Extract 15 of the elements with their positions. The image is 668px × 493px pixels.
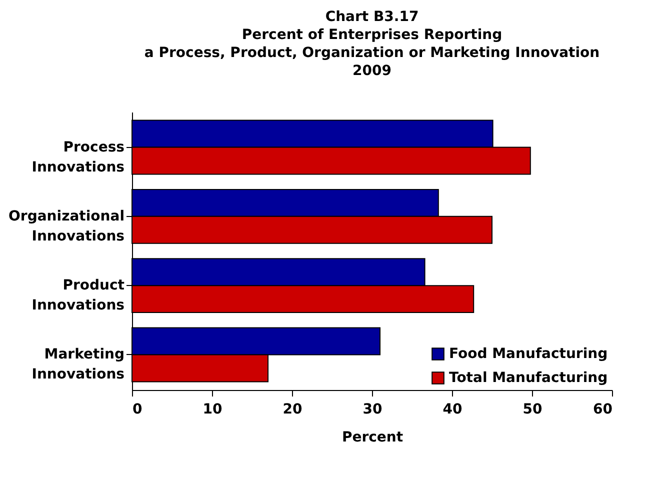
x-tick-label: 30 [362, 402, 382, 418]
x-tick-label: 20 [282, 402, 302, 418]
x-tick-label: 40 [442, 402, 462, 418]
x-tick-label: 60 [593, 402, 613, 418]
y-tick-label: Process Innovations [32, 139, 124, 176]
x-axis-title: Percent [342, 430, 404, 446]
chart-title: Chart B3.17 Percent of Enterprises Reporting a Process, Product, Organization or Marketing Innovation 2009 [144, 9, 600, 79]
x-tick-label: 0 [132, 402, 142, 418]
legend-label: Total Manufacturing [449, 370, 608, 386]
y-tick-label: Marketing Innovations [32, 346, 124, 383]
y-tick-label: Organizational Innovations [8, 208, 124, 244]
x-tick-label: 50 [522, 402, 542, 418]
x-tick-label: 10 [202, 402, 222, 418]
y-tick-label: Product Innovations [32, 278, 125, 314]
legend-label: Food Manufacturing [449, 346, 608, 362]
